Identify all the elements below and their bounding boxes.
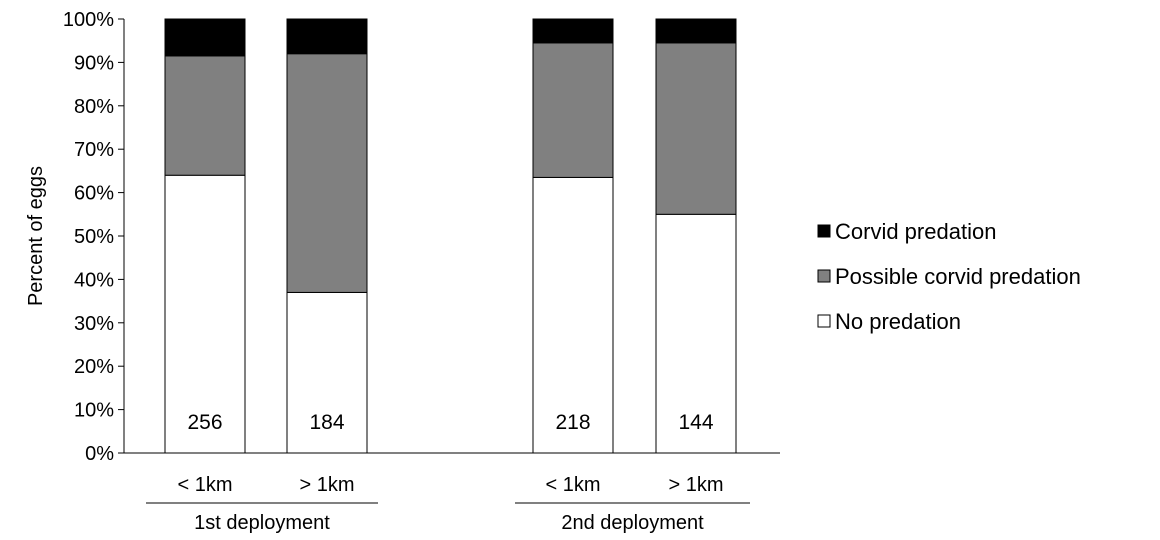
y-tick-label: 80% (74, 96, 114, 118)
y-axis-ticks: 0% 10% 20% 30% 40% 50% 60% 70% 80% 90% 100% (63, 9, 124, 465)
legend-swatch (817, 224, 831, 238)
bar-segment-possible-corvid-predation (655, 42, 737, 215)
y-axis-title: Percent of eggs (25, 166, 47, 306)
bar-segment-no-predation (286, 291, 368, 454)
group-label: 1st deployment (194, 512, 330, 534)
bar-segment-corvid-predation (164, 18, 246, 57)
y-tick-label: 0% (85, 443, 114, 465)
y-tick-label: 40% (74, 269, 114, 291)
y-tick-label: 60% (74, 183, 114, 205)
x-category-label: > 1km (668, 474, 723, 496)
y-tick-label: 50% (74, 226, 114, 248)
x-category-label: < 1km (545, 474, 600, 496)
bar-segment-corvid-predation (655, 18, 737, 44)
bar-segment-corvid-predation (532, 18, 614, 44)
legend: Corvid predation Possible corvid predatio… (817, 219, 1081, 334)
bar-segment-no-predation (532, 176, 614, 454)
bar-segment-possible-corvid-predation (164, 55, 246, 176)
y-tick-label: 70% (74, 139, 114, 161)
bar-segment-possible-corvid-predation (532, 42, 614, 178)
group-label: 2nd deployment (561, 512, 704, 534)
legend-swatch (817, 269, 831, 283)
bar-segment-corvid-predation (286, 18, 368, 55)
y-tick-label: 10% (74, 400, 114, 422)
axes (123, 19, 780, 454)
sample-size-labels: 256 184 218 144 (187, 411, 713, 434)
legend-label: Corvid predation (835, 219, 996, 244)
x-category-label: > 1km (299, 474, 354, 496)
sample-size-label: 144 (678, 411, 713, 434)
legend-swatch (817, 314, 831, 328)
x-category-label: < 1km (177, 474, 232, 496)
sample-size-label: 256 (187, 411, 222, 434)
y-tick-label: 100% (63, 9, 114, 31)
bar-segment-no-predation (164, 174, 246, 454)
bar-segment-possible-corvid-predation (286, 53, 368, 293)
x-axis-labels: < 1km > 1km 1st deployment < 1km > 1km 2nd de… (146, 474, 750, 534)
bar-segment-no-predation (655, 213, 737, 454)
bars (164, 18, 737, 454)
y-tick-label: 90% (74, 52, 114, 74)
sample-size-label: 218 (555, 411, 590, 434)
y-tick-label: 20% (74, 356, 114, 378)
sample-size-label: 184 (309, 411, 344, 434)
y-tick-label: 30% (74, 313, 114, 335)
legend-label: Possible corvid predation (835, 264, 1081, 289)
legend-label: No predation (835, 309, 961, 334)
